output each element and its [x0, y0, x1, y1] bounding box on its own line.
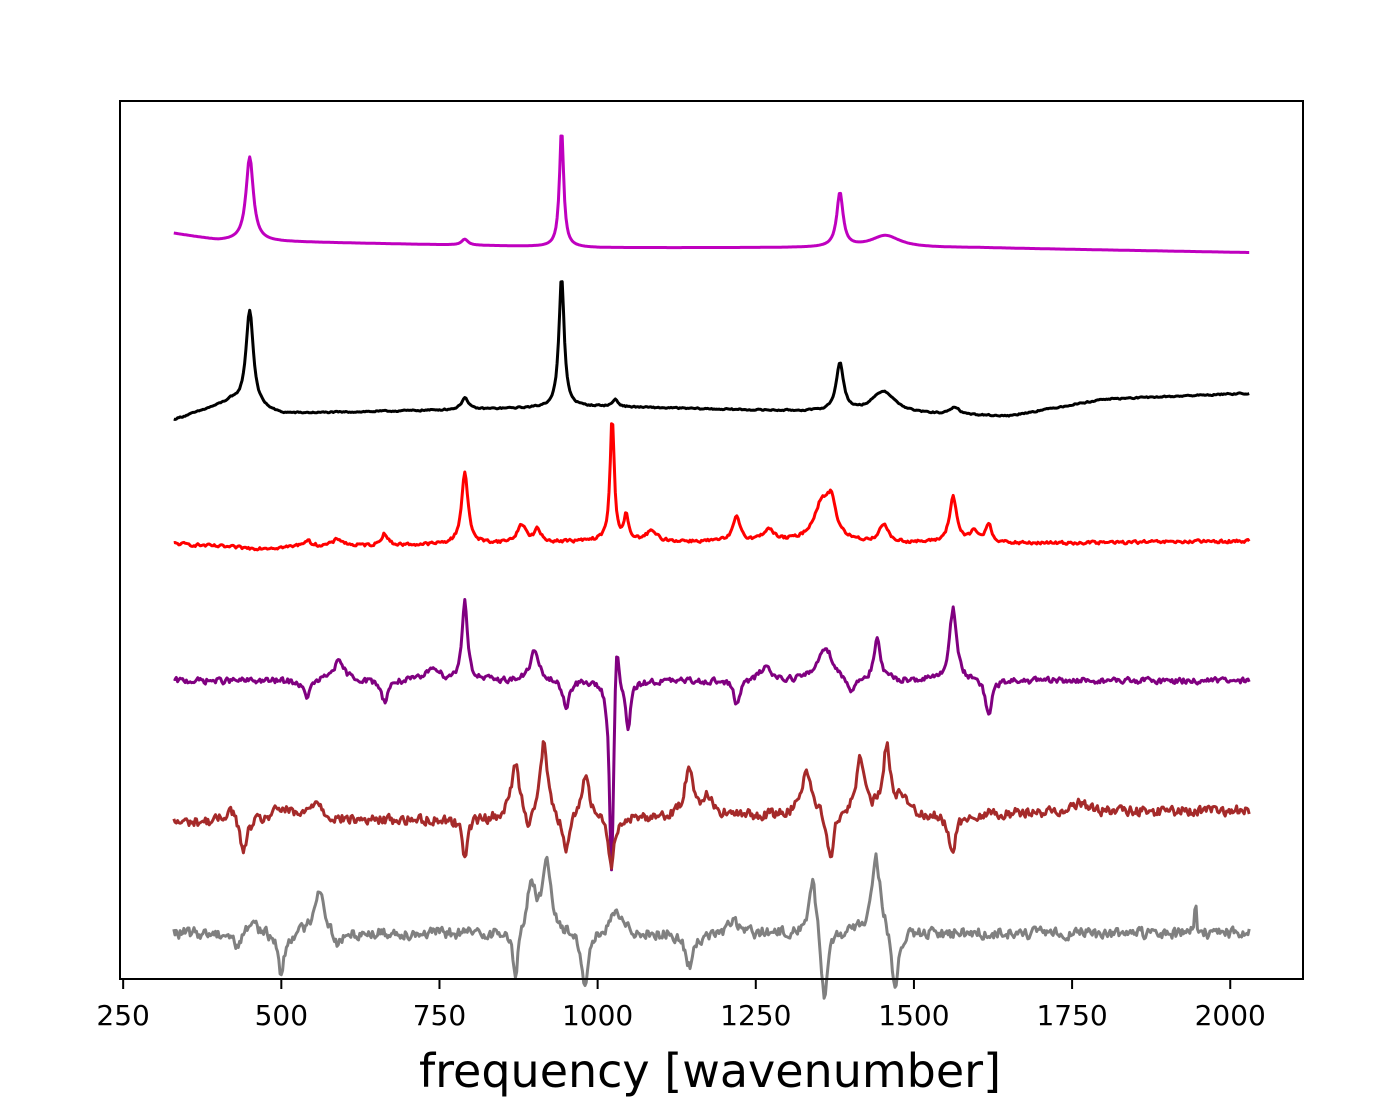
x-tick-label: 500 [255, 999, 308, 1032]
x-axis-ticks: 250 500 750 1000 1250 1500 1750 2000 [96, 979, 1266, 1032]
series-line-6 [172, 852, 1251, 1000]
x-tick-label: 1250 [720, 999, 791, 1032]
x-tick-label: 250 [96, 999, 149, 1032]
series-line-3 [173, 422, 1251, 552]
series-line-4 [173, 598, 1251, 872]
x-tick-label: 1500 [878, 999, 949, 1032]
x-tick-label: 1750 [1036, 999, 1107, 1032]
x-tick-label: 750 [413, 999, 466, 1032]
series-layer [172, 134, 1251, 1000]
x-tick-label: 1000 [562, 999, 633, 1032]
x-axis-label: frequency [wavenumber] [419, 1044, 1001, 1098]
series-line-2 [173, 280, 1250, 421]
series-line-1 [173, 134, 1250, 254]
plot-frame [119, 100, 1304, 980]
series-line-5 [172, 740, 1251, 870]
x-tick-label: 2000 [1195, 999, 1266, 1032]
